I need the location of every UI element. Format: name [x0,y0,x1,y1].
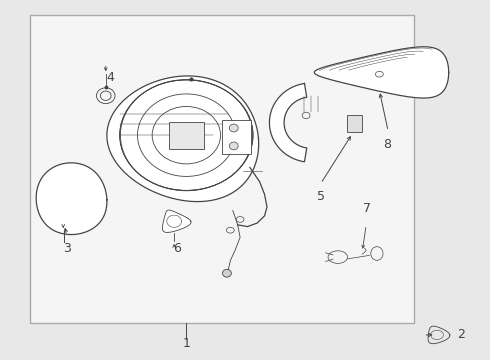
Text: 8: 8 [383,138,391,150]
Text: 2: 2 [458,328,466,341]
Text: 6: 6 [172,242,180,255]
Polygon shape [428,326,450,344]
Text: 7: 7 [363,202,371,215]
FancyBboxPatch shape [346,115,362,132]
Text: 3: 3 [63,242,71,255]
Polygon shape [107,76,259,202]
Polygon shape [314,47,449,98]
Ellipse shape [229,142,238,150]
FancyBboxPatch shape [221,120,251,154]
Polygon shape [36,163,107,235]
Ellipse shape [229,124,238,132]
Text: 1: 1 [182,337,190,350]
Text: 5: 5 [317,190,325,203]
Ellipse shape [120,80,253,190]
Polygon shape [270,84,307,162]
Bar [30,15,414,323]
FancyBboxPatch shape [169,122,204,149]
Polygon shape [162,210,191,233]
Text: 4: 4 [107,71,115,84]
Ellipse shape [222,269,231,277]
